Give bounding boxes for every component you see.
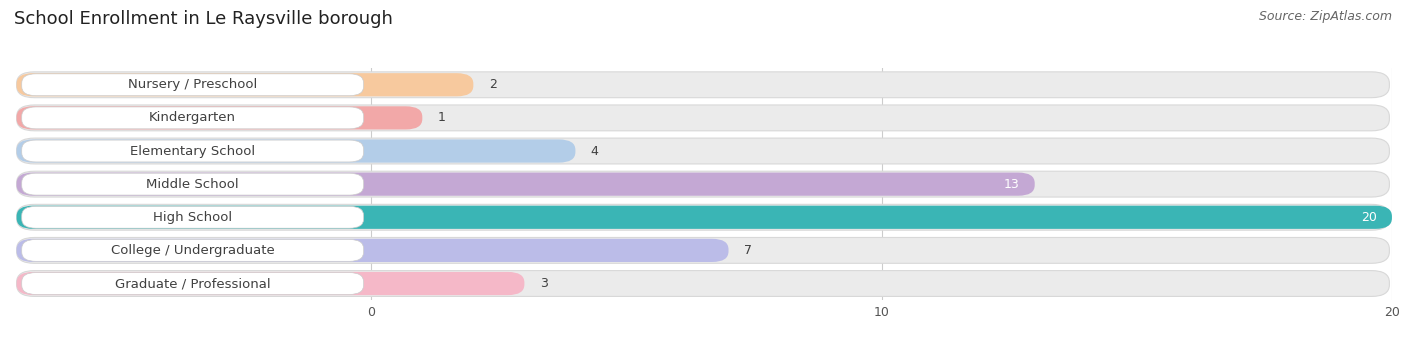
- FancyBboxPatch shape: [17, 171, 1389, 197]
- FancyBboxPatch shape: [17, 72, 1389, 98]
- FancyBboxPatch shape: [17, 272, 524, 295]
- FancyBboxPatch shape: [21, 239, 364, 261]
- Text: High School: High School: [153, 211, 232, 224]
- Text: 13: 13: [1004, 178, 1019, 191]
- FancyBboxPatch shape: [21, 272, 364, 294]
- Text: 7: 7: [744, 244, 752, 257]
- FancyBboxPatch shape: [17, 73, 474, 97]
- Text: College / Undergraduate: College / Undergraduate: [111, 244, 274, 257]
- Text: Middle School: Middle School: [146, 178, 239, 191]
- Text: Nursery / Preschool: Nursery / Preschool: [128, 78, 257, 91]
- FancyBboxPatch shape: [21, 140, 364, 162]
- FancyBboxPatch shape: [17, 173, 1035, 196]
- Text: 1: 1: [437, 112, 446, 124]
- Text: School Enrollment in Le Raysville borough: School Enrollment in Le Raysville boroug…: [14, 10, 392, 28]
- FancyBboxPatch shape: [17, 204, 1389, 230]
- FancyBboxPatch shape: [17, 239, 728, 262]
- FancyBboxPatch shape: [21, 74, 364, 96]
- FancyBboxPatch shape: [21, 206, 364, 228]
- FancyBboxPatch shape: [17, 271, 1389, 296]
- FancyBboxPatch shape: [17, 138, 1389, 164]
- Text: Elementary School: Elementary School: [131, 145, 256, 158]
- FancyBboxPatch shape: [21, 107, 364, 129]
- Text: Graduate / Professional: Graduate / Professional: [115, 277, 270, 290]
- Text: 20: 20: [1361, 211, 1376, 224]
- Text: 2: 2: [489, 78, 496, 91]
- FancyBboxPatch shape: [21, 173, 364, 195]
- FancyBboxPatch shape: [17, 237, 1389, 263]
- Text: Kindergarten: Kindergarten: [149, 112, 236, 124]
- Text: 4: 4: [591, 145, 599, 158]
- Text: Source: ZipAtlas.com: Source: ZipAtlas.com: [1258, 10, 1392, 23]
- FancyBboxPatch shape: [17, 105, 1389, 131]
- Text: 3: 3: [540, 277, 547, 290]
- FancyBboxPatch shape: [17, 106, 422, 130]
- FancyBboxPatch shape: [17, 139, 575, 163]
- FancyBboxPatch shape: [17, 206, 1392, 229]
